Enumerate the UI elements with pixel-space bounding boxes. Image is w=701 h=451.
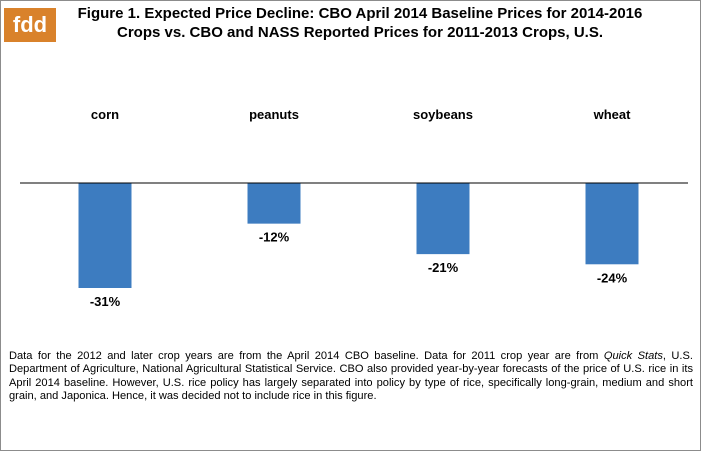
value-label-soybeans: -21% [428, 260, 459, 275]
footnote-source-italic: Quick Stats [603, 350, 663, 362]
footnote-text-2: , U.S. Department of Agriculture, Nation… [9, 350, 693, 403]
category-label-soybeans: soybeans [413, 107, 473, 122]
value-label-peanuts: -12% [259, 230, 290, 245]
value-label-corn: -31% [90, 294, 121, 309]
bar-corn [78, 183, 132, 288]
category-label-corn: corn [91, 107, 119, 122]
bar-peanuts [247, 183, 301, 224]
category-label-peanuts: peanuts [249, 107, 299, 122]
category-label-wheat: wheat [593, 107, 632, 122]
footnote-text-1: Data for the 2012 and later crop years a… [9, 350, 604, 362]
category-labels: corn peanuts soybeans wheat [91, 107, 631, 122]
fdd-logo: fdd [4, 8, 56, 42]
chart-title: Figure 1. Expected Price Decline: CBO Ap… [77, 5, 643, 41]
bars [78, 183, 639, 288]
value-label-wheat: -24% [597, 270, 628, 285]
value-labels: -31% -12% -21% -24% [90, 230, 628, 309]
bar-wheat [585, 183, 639, 265]
footnote: Data for the 2012 and later crop years a… [9, 350, 693, 404]
bar-soybeans [416, 183, 470, 255]
